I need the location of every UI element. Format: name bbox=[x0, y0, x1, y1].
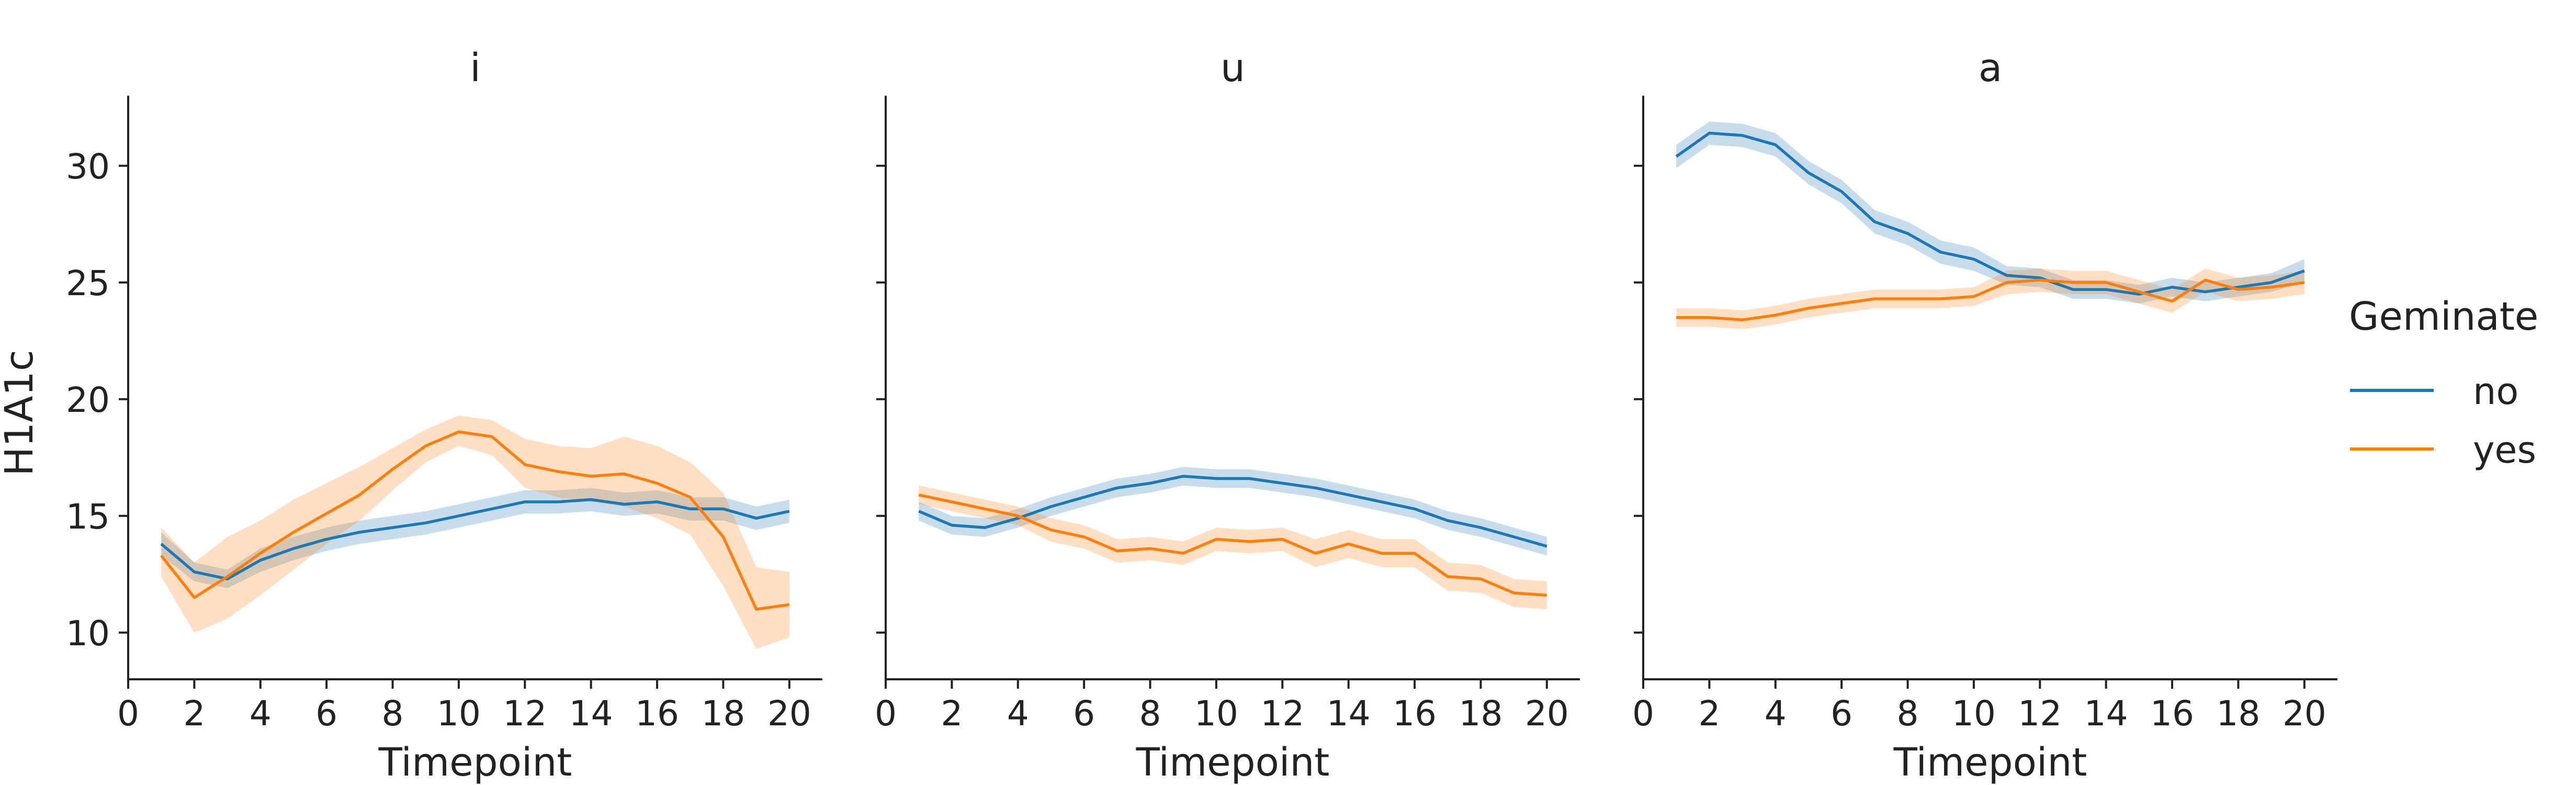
x-tick-label: 6 bbox=[1073, 693, 1095, 734]
x-tick-label: 0 bbox=[117, 693, 139, 734]
y-axis-label: H1A1c bbox=[0, 350, 42, 476]
x-tick-label: 2 bbox=[183, 693, 205, 734]
x-tick-label: 8 bbox=[1139, 693, 1161, 734]
x-tick-label: 20 bbox=[1525, 693, 1569, 734]
x-tick-label: 12 bbox=[1260, 693, 1304, 734]
legend: Geminate no yes bbox=[2349, 294, 2538, 472]
x-tick-label: 8 bbox=[1897, 693, 1919, 734]
x-tick-label: 8 bbox=[382, 693, 404, 734]
confidence-band-yes bbox=[1676, 268, 2304, 329]
x-tick-label: 10 bbox=[437, 693, 481, 734]
series-line-no bbox=[160, 498, 790, 580]
legend-label-no: no bbox=[2473, 370, 2518, 413]
x-tick-label: 16 bbox=[2150, 693, 2194, 734]
y-tick-label: 20 bbox=[66, 380, 110, 420]
series-line-no bbox=[918, 475, 1547, 548]
x-tick-label: 14 bbox=[569, 693, 613, 734]
x-axis-label: Timepoint bbox=[1136, 740, 1330, 785]
x-tick-label: 20 bbox=[2283, 693, 2326, 734]
x-axis-label: Timepoint bbox=[378, 740, 572, 785]
y-tick-label: 25 bbox=[66, 263, 110, 304]
x-tick-label: 10 bbox=[1194, 693, 1238, 734]
x-tick-label: 20 bbox=[767, 693, 811, 734]
x-tick-label: 10 bbox=[1952, 693, 1996, 734]
series-line-yes bbox=[1676, 278, 2305, 321]
x-tick-label: 12 bbox=[503, 693, 547, 734]
x-tick-label: 12 bbox=[2018, 693, 2062, 734]
series-line-yes bbox=[160, 430, 790, 611]
x-tick-label: 4 bbox=[250, 693, 272, 734]
x-tick-label: 0 bbox=[875, 693, 897, 734]
panel-title: i bbox=[470, 46, 481, 91]
x-axis-label: Timepoint bbox=[1893, 740, 2087, 785]
x-tick-label: 4 bbox=[1007, 693, 1029, 734]
x-tick-label: 18 bbox=[1459, 693, 1502, 734]
x-tick-label: 18 bbox=[2216, 693, 2260, 734]
panel-a: a 0 2 4 6 8 10 12 14 16 18 20 Timepoint bbox=[1632, 46, 2337, 785]
x-tick-label: 0 bbox=[1632, 693, 1654, 734]
x-tick-label: 18 bbox=[701, 693, 745, 734]
panel-title: a bbox=[1979, 46, 2002, 91]
x-tick-label: 4 bbox=[1765, 693, 1787, 734]
confidence-band-yes bbox=[919, 485, 1547, 610]
legend-label-yes: yes bbox=[2473, 429, 2536, 472]
x-tick-label: 6 bbox=[315, 693, 337, 734]
x-tick-label: 2 bbox=[1698, 693, 1720, 734]
x-tick-label: 6 bbox=[1831, 693, 1852, 734]
panel-u: u 0 2 4 6 8 10 12 14 16 18 20 Timepoint bbox=[875, 46, 1580, 785]
legend-title: Geminate bbox=[2349, 294, 2538, 339]
confidence-band-yes bbox=[161, 416, 789, 649]
y-tick-label: 30 bbox=[66, 147, 110, 187]
x-tick-label: 16 bbox=[635, 693, 679, 734]
y-tick-label: 10 bbox=[66, 613, 110, 654]
panel-title: u bbox=[1221, 46, 1245, 91]
y-tick-label: 15 bbox=[66, 497, 110, 537]
series-line-yes bbox=[918, 494, 1547, 597]
x-tick-label: 14 bbox=[1327, 693, 1371, 734]
x-tick-label: 2 bbox=[941, 693, 963, 734]
x-tick-label: 16 bbox=[1393, 693, 1437, 734]
x-tick-label: 14 bbox=[2084, 693, 2128, 734]
series-line-no bbox=[1675, 131, 2305, 296]
confidence-band-no bbox=[161, 488, 789, 589]
panel-i: i 10 15 20 25 30 0 2 4 6 8 10 12 14 16 18 20 Timepoint bbox=[66, 46, 822, 785]
